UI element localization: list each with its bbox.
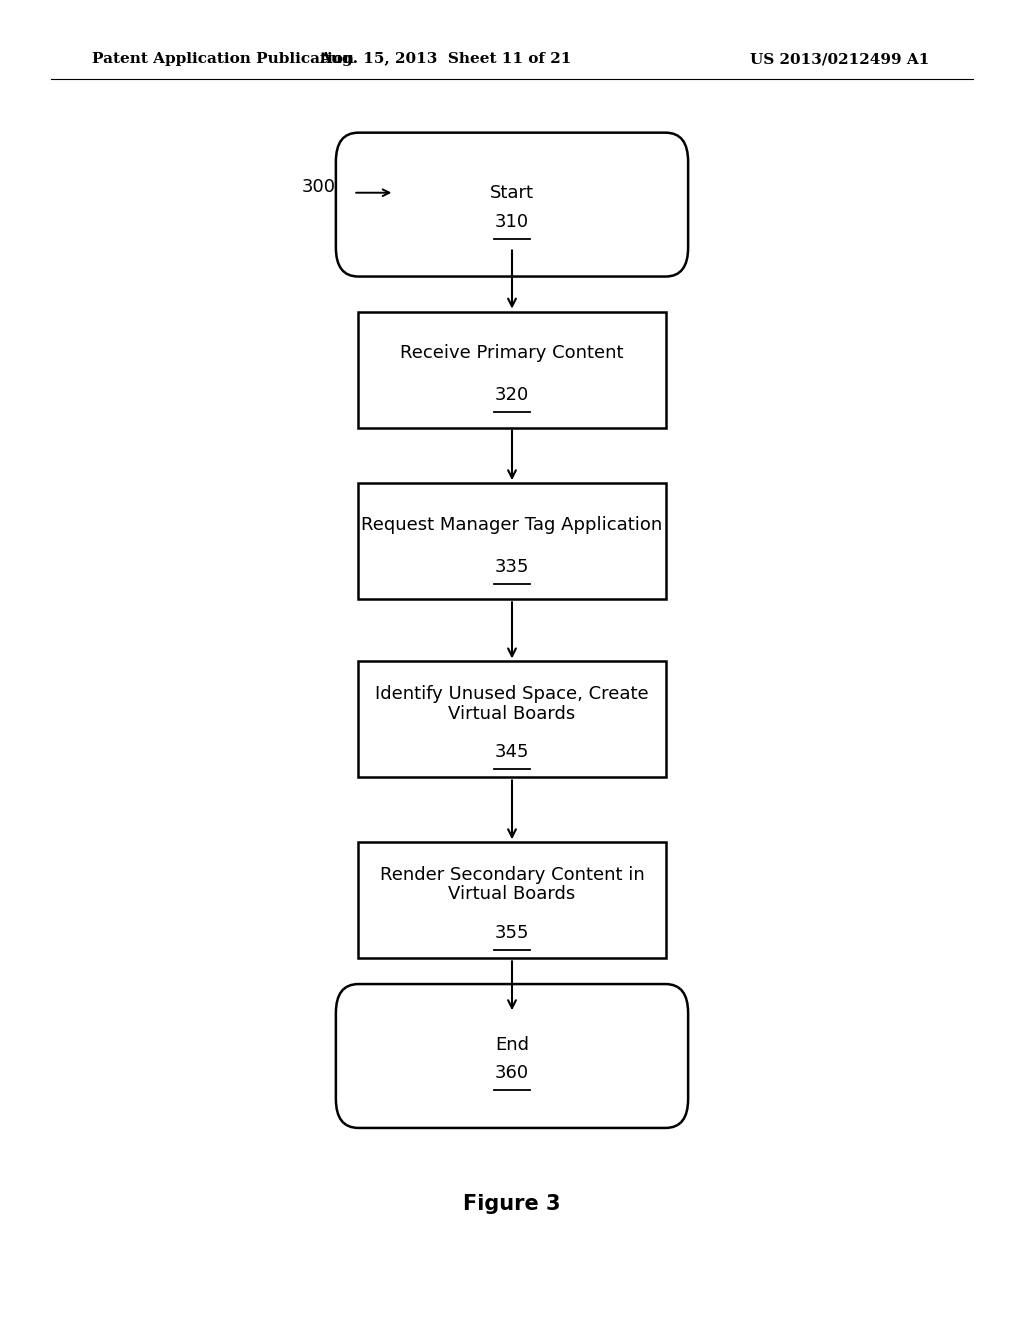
Text: Virtual Boards: Virtual Boards xyxy=(449,886,575,903)
Text: Figure 3: Figure 3 xyxy=(463,1193,561,1214)
Text: Patent Application Publication: Patent Application Publication xyxy=(92,53,354,66)
FancyBboxPatch shape xyxy=(336,985,688,1127)
Text: 300: 300 xyxy=(302,178,336,197)
FancyBboxPatch shape xyxy=(336,133,688,277)
Text: Start: Start xyxy=(490,185,534,202)
Bar xyxy=(358,312,666,428)
Text: End: End xyxy=(495,1036,529,1053)
Text: 320: 320 xyxy=(495,387,529,404)
Text: US 2013/0212499 A1: US 2013/0212499 A1 xyxy=(750,53,930,66)
Bar xyxy=(358,842,666,958)
Text: Aug. 15, 2013  Sheet 11 of 21: Aug. 15, 2013 Sheet 11 of 21 xyxy=(319,53,571,66)
Text: 310: 310 xyxy=(495,213,529,231)
Bar xyxy=(358,661,666,777)
Text: Request Manager Tag Application: Request Manager Tag Application xyxy=(361,516,663,533)
Text: Identify Unused Space, Create: Identify Unused Space, Create xyxy=(375,685,649,702)
Text: 345: 345 xyxy=(495,743,529,760)
Bar xyxy=(358,483,666,599)
Text: Virtual Boards: Virtual Boards xyxy=(449,705,575,722)
Text: 360: 360 xyxy=(495,1064,529,1082)
Text: Render Secondary Content in: Render Secondary Content in xyxy=(380,866,644,883)
Text: Receive Primary Content: Receive Primary Content xyxy=(400,345,624,362)
Text: 355: 355 xyxy=(495,924,529,941)
Text: 335: 335 xyxy=(495,558,529,576)
